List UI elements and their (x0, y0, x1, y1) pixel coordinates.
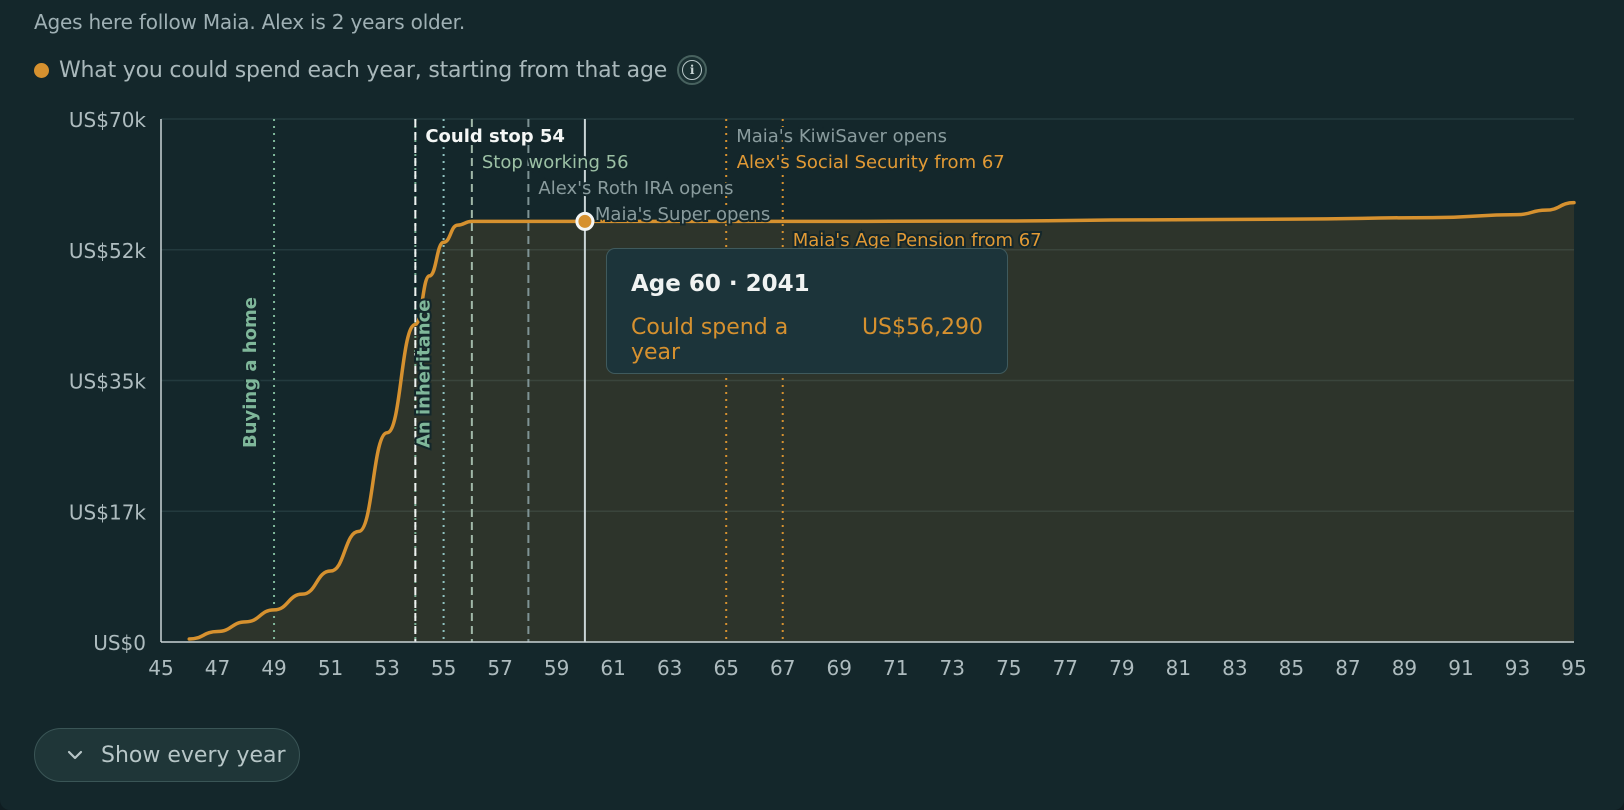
y-tick-label: US$70k (69, 108, 147, 132)
x-tick-label: 45 (148, 656, 173, 680)
tooltip-value: US$56,290 (861, 315, 983, 340)
event-label: Could stop 54 (425, 126, 565, 147)
x-tick-label: 53 (374, 656, 399, 680)
x-tick-label: 93 (1505, 656, 1530, 680)
info-icon: i (682, 60, 703, 80)
x-tick-label: 57 (487, 656, 512, 680)
y-tick-label: US$35k (69, 370, 147, 394)
x-tick-label: 89 (1392, 656, 1417, 680)
x-tick-label: 95 (1561, 656, 1586, 680)
info-button[interactable]: i (677, 55, 708, 85)
age-note: Ages here follow Maia. Alex is 2 years o… (34, 10, 466, 34)
x-tick-label: 59 (544, 656, 569, 680)
legend-dot (34, 62, 49, 78)
show-every-year-label: Show every year (101, 742, 286, 768)
x-tick-label: 83 (1222, 656, 1247, 680)
x-tick-label: 87 (1335, 656, 1360, 680)
spending-chart[interactable]: US$0 US$17k US$35k US$52k US$70k 45 47 49 51 53 55… (0, 0, 1624, 700)
x-tick-label: 67 (770, 656, 795, 680)
show-every-year-button[interactable]: Show every year (34, 728, 300, 782)
x-tick-label: 71 (883, 656, 908, 680)
event-label: Alex's Roth IRA opens (538, 178, 733, 199)
highlight-point (575, 211, 595, 231)
tooltip-title: Age 60 · 2041 (631, 271, 810, 297)
x-tick-label: 49 (261, 656, 286, 680)
x-tick-label: 79 (1109, 656, 1134, 680)
event-label: Stop working 56 (482, 152, 629, 173)
x-tick-label: 51 (318, 656, 343, 680)
chart-tooltip: Age 60 · 2041 Could spend a year US$56,2… (606, 248, 1008, 374)
y-tick-label: US$17k (69, 500, 147, 524)
x-tick-label: 75 (996, 656, 1021, 680)
x-tick-label: 69 (827, 656, 852, 680)
event-label-vertical: Buying a home (240, 297, 261, 448)
chevron-down-icon (67, 750, 83, 760)
x-tick-label: 77 (1053, 656, 1078, 680)
series-line (187, 200, 1576, 641)
event-label-vertical: An inheritance (413, 299, 434, 448)
x-tick-label: 47 (205, 656, 230, 680)
y-tick-label: US$52k (69, 239, 147, 263)
x-tick-label: 91 (1448, 656, 1473, 680)
x-tick-label: 63 (657, 656, 682, 680)
x-tick-label: 65 (713, 656, 738, 680)
event-label: Maia's Super opens (595, 204, 770, 225)
series-area (189, 202, 1574, 642)
y-tick-label: US$0 (93, 631, 146, 655)
tooltip-row: Could spend a year US$56,290 (631, 315, 983, 365)
x-tick-label: 81 (1166, 656, 1191, 680)
tooltip-label: Could spend a year (631, 315, 789, 365)
x-tick-label: 73 (940, 656, 965, 680)
event-label: Alex's Social Security from 67 (737, 152, 1005, 173)
x-tick-label: 55 (431, 656, 456, 680)
x-tick-label: 61 (600, 656, 625, 680)
legend: What you could spend each year, starting… (34, 54, 708, 86)
event-label: Maia's KiwiSaver opens (736, 126, 947, 147)
x-tick-label: 85 (1279, 656, 1304, 680)
legend-label: What you could spend each year, starting… (59, 57, 668, 83)
